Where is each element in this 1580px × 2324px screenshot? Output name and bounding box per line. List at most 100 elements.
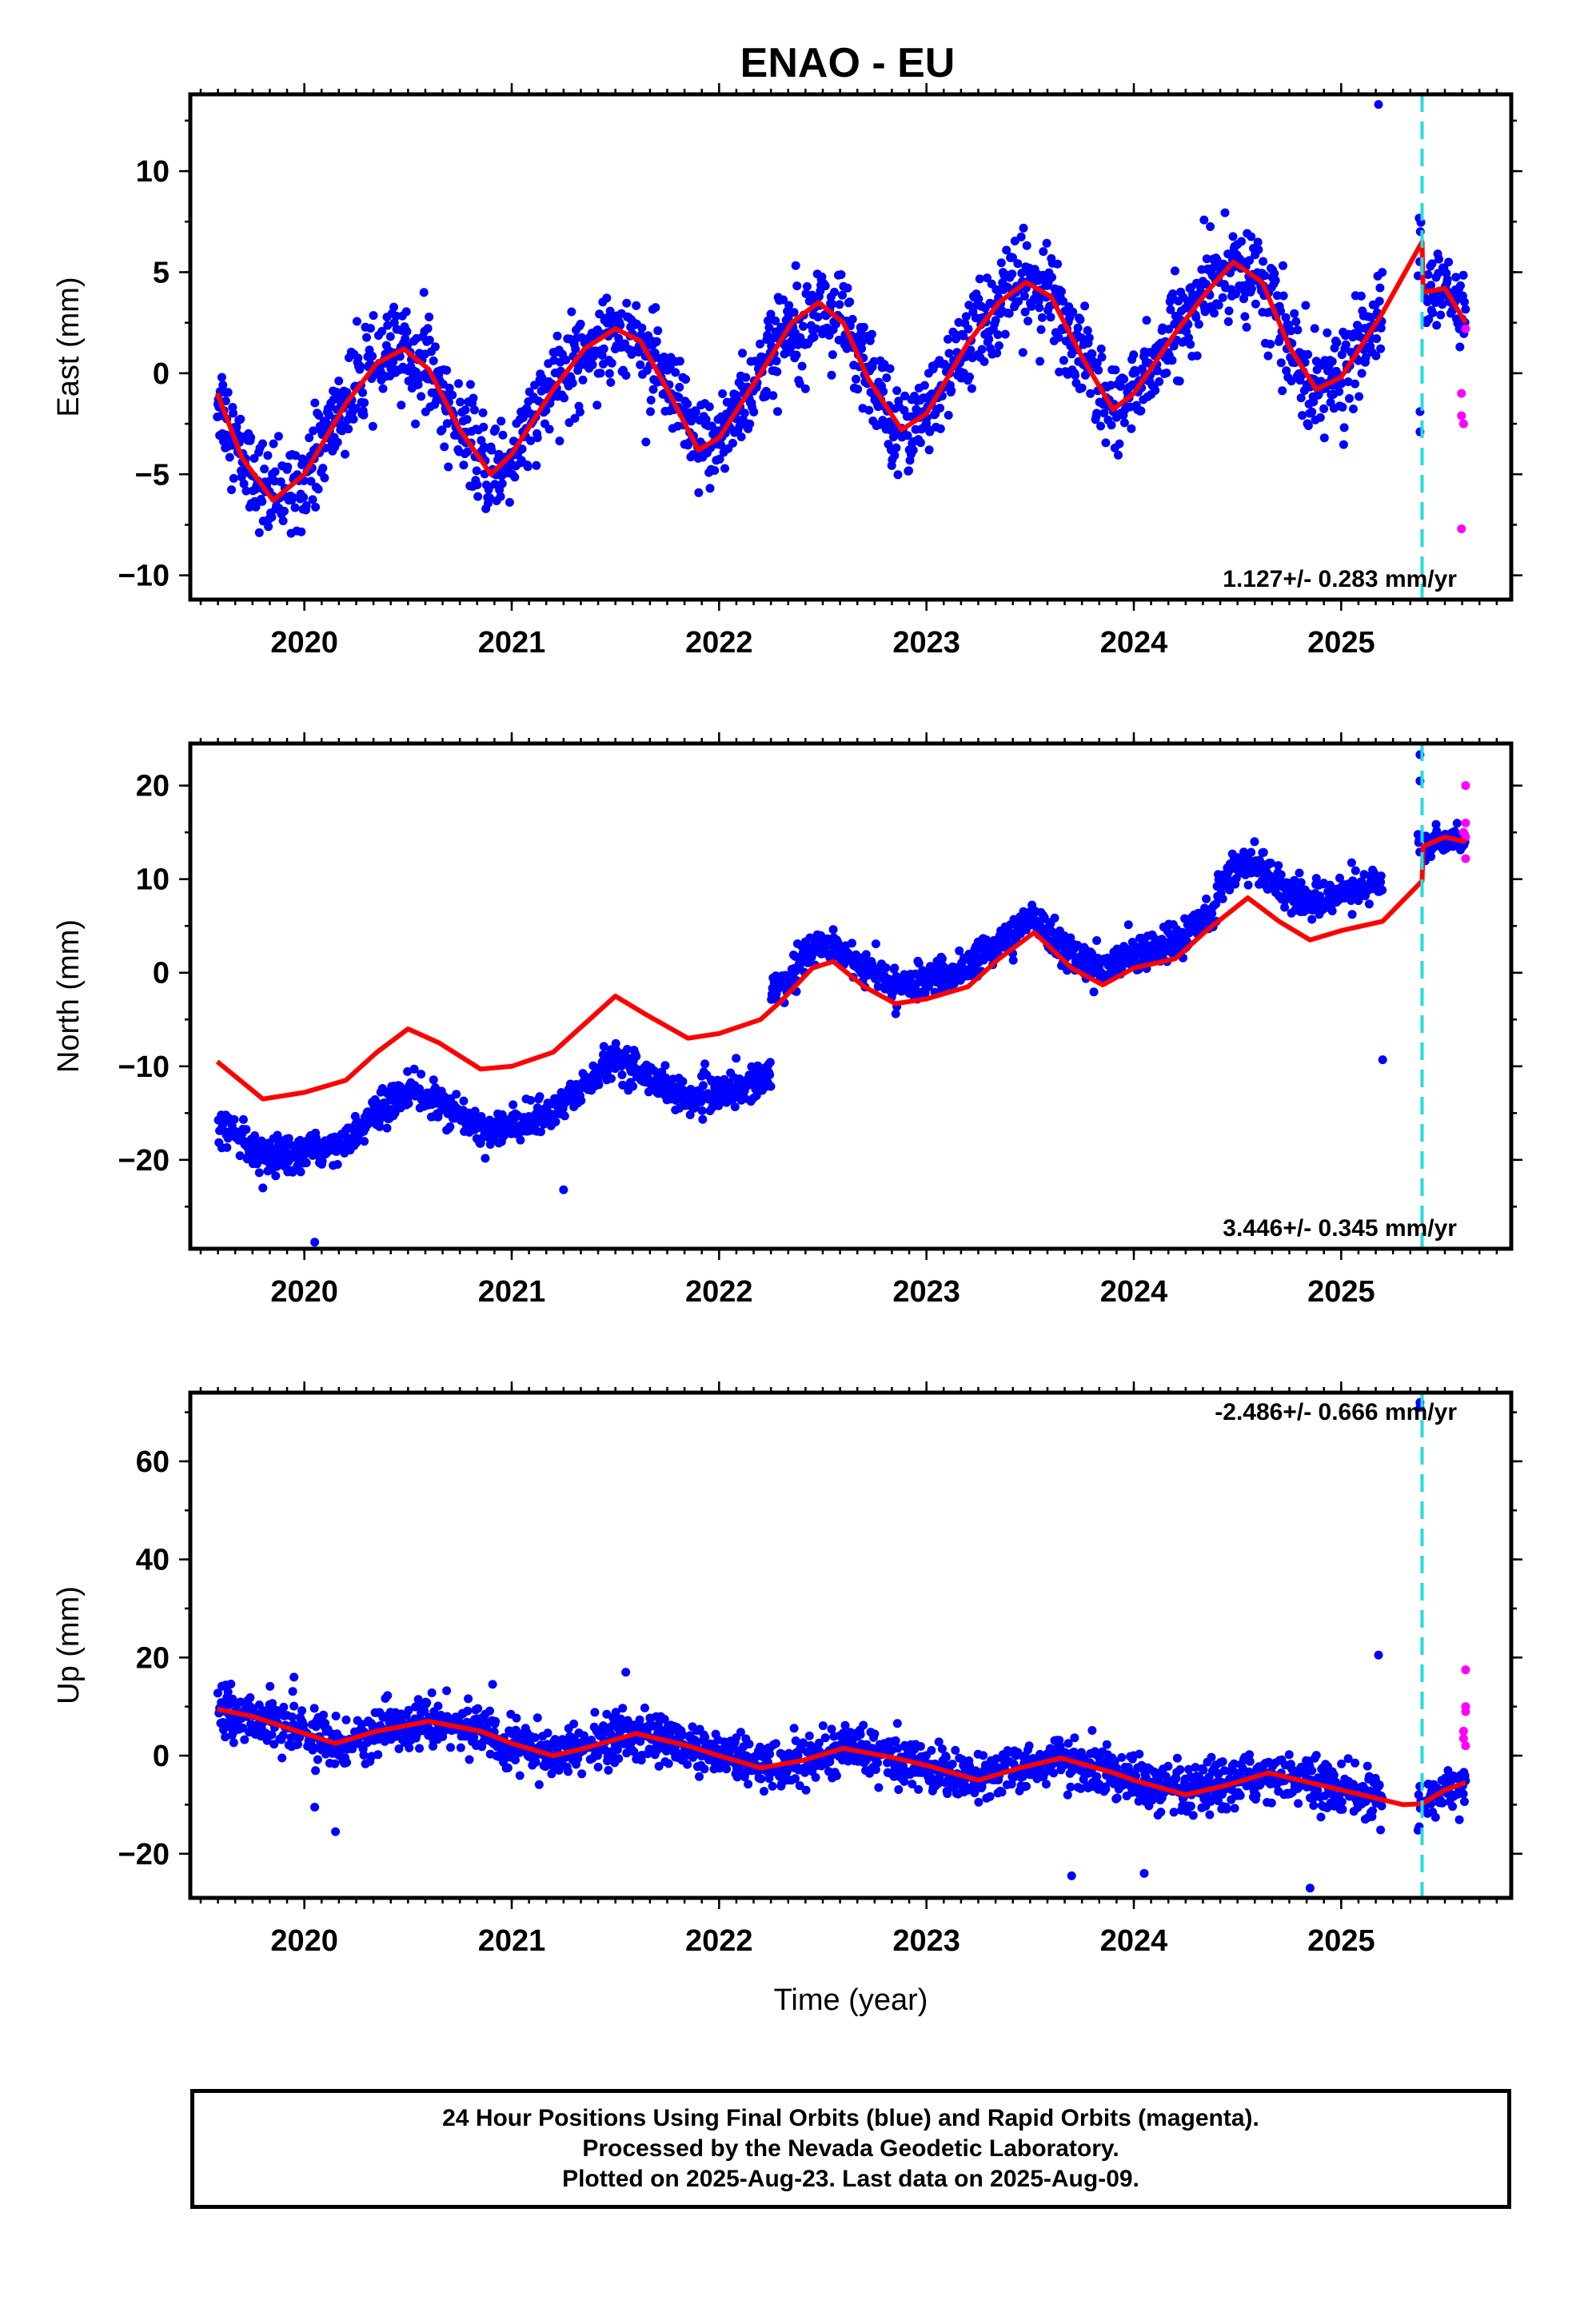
final-point — [1378, 886, 1386, 895]
final-point-outlier — [258, 1183, 267, 1192]
final-point — [424, 324, 433, 333]
final-point — [1114, 451, 1123, 460]
final-point — [504, 1764, 513, 1772]
final-point — [1193, 352, 1202, 361]
final-point — [1023, 241, 1031, 250]
final-point — [848, 939, 856, 947]
final-point — [1453, 819, 1462, 827]
final-point — [683, 400, 692, 409]
final-point — [360, 1137, 369, 1146]
final-point — [311, 503, 320, 512]
final-point — [828, 371, 836, 380]
final-point — [461, 405, 470, 414]
final-point — [279, 1703, 288, 1712]
final-point — [843, 284, 852, 293]
final-point — [608, 359, 616, 368]
final-point — [629, 1748, 638, 1756]
final-point — [860, 323, 868, 332]
final-point — [1303, 350, 1312, 359]
final-point — [576, 408, 585, 417]
final-point — [801, 385, 810, 393]
final-point — [1219, 293, 1227, 302]
final-point — [289, 1687, 297, 1696]
final-point — [738, 349, 747, 357]
final-point — [1342, 341, 1351, 349]
final-point — [1340, 423, 1349, 432]
final-point — [1047, 273, 1056, 281]
final-point — [1035, 303, 1043, 312]
final-point — [618, 1704, 627, 1712]
final-point — [700, 1764, 708, 1773]
final-point — [1083, 326, 1092, 335]
final-point — [516, 1772, 525, 1780]
final-point — [445, 1122, 454, 1131]
final-point — [894, 470, 903, 479]
final-point — [602, 293, 611, 302]
final-point — [810, 333, 819, 341]
final-point — [1455, 343, 1464, 352]
final-point — [569, 379, 577, 388]
rapid-point — [1461, 781, 1470, 790]
final-point — [699, 1081, 708, 1090]
final-point — [411, 420, 420, 429]
final-point — [892, 444, 900, 452]
final-point — [980, 357, 989, 366]
final-point — [1247, 848, 1255, 857]
final-point — [333, 438, 342, 447]
final-point — [532, 461, 541, 470]
final-point — [470, 405, 479, 414]
final-point — [683, 1760, 692, 1769]
final-point — [473, 480, 481, 489]
final-point — [512, 1714, 521, 1723]
final-point — [1136, 406, 1145, 415]
final-point — [965, 373, 974, 381]
final-point — [356, 362, 365, 371]
final-point — [1023, 317, 1032, 325]
final-point — [1345, 394, 1354, 403]
final-point — [217, 373, 226, 382]
final-point — [700, 1059, 709, 1068]
final-point — [1202, 895, 1211, 903]
final-point — [1274, 861, 1283, 870]
final-point — [681, 375, 690, 384]
final-point — [375, 1122, 384, 1131]
final-point — [497, 492, 505, 501]
final-point — [1162, 369, 1171, 377]
final-point — [968, 385, 976, 393]
final-point — [1247, 233, 1255, 241]
final-point — [765, 1070, 774, 1079]
final-point — [890, 963, 899, 972]
final-point — [1351, 867, 1360, 875]
x-tick-label: 2021 — [478, 1275, 546, 1309]
final-point — [1444, 257, 1453, 266]
final-point — [498, 480, 507, 488]
final-point — [637, 324, 646, 333]
final-point — [745, 420, 754, 429]
final-point — [1215, 301, 1223, 309]
final-point — [271, 468, 280, 476]
final-point — [728, 439, 737, 448]
final-point — [279, 1731, 288, 1740]
final-point — [369, 422, 377, 431]
final-point — [1277, 358, 1286, 367]
final-point — [1355, 393, 1363, 401]
final-point — [1295, 869, 1304, 878]
final-point — [544, 1728, 553, 1737]
final-point — [466, 380, 475, 389]
final-point — [1461, 305, 1470, 313]
x-tick-label: 2025 — [1307, 626, 1375, 660]
final-point — [433, 1702, 442, 1711]
final-point — [890, 451, 899, 460]
rate-label-east: 1.127+/- 0.283 mm/yr — [1223, 566, 1457, 592]
final-point — [1240, 312, 1249, 321]
final-point — [310, 399, 319, 408]
final-point — [1436, 311, 1445, 320]
final-point — [651, 303, 660, 312]
final-point — [342, 1758, 351, 1767]
final-point — [289, 493, 297, 502]
final-point — [1186, 340, 1195, 349]
final-point — [425, 313, 433, 321]
final-point — [469, 394, 477, 403]
final-point — [1225, 306, 1234, 315]
